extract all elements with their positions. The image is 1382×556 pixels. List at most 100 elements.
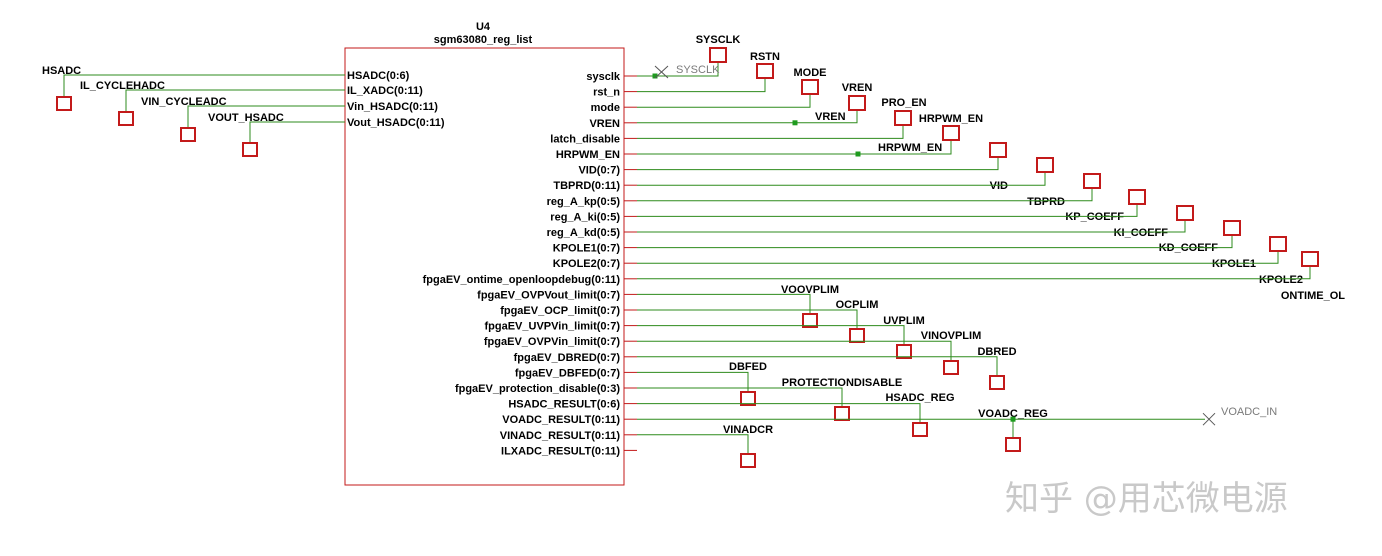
net-wire-dbred [637, 356, 998, 376]
pin-label-12: KPOLE2(0:7) [553, 258, 621, 270]
component-type: sgm63080_reg_list [434, 34, 533, 46]
pin-label-3: VREN [589, 118, 620, 130]
port-label-ocplim: OCPLIM [836, 299, 879, 311]
net-wire-voovplim [637, 293, 811, 314]
port-label-rstn: RSTN [750, 51, 780, 63]
left-wire-2 [187, 105, 345, 128]
port-label-hsadc_reg: HSADC_REG [885, 392, 954, 404]
port-label-protectiondisable: PROTECTIONDISABLE [782, 377, 902, 389]
component-ref: U4 [476, 21, 491, 33]
port-vinadcr [740, 453, 756, 468]
port-il_cyclehadc [118, 111, 134, 126]
net-wire-vid [637, 156, 999, 171]
port-hrpwm_en [942, 125, 960, 141]
junction-hrpwm [855, 151, 861, 157]
left-pin-label-3: Vout_HSADC(0:11) [347, 117, 445, 129]
port-kpole1 [1223, 220, 1241, 236]
port-label-il_cyclehadc: IL_CYCLEHADC [80, 80, 165, 92]
port-tbprd [1036, 157, 1054, 173]
port-voovplim [802, 313, 818, 328]
port-label-tbprd: TBPRD [1027, 196, 1065, 208]
port-vid [989, 142, 1007, 158]
pin-label-6: VID(0:7) [578, 165, 620, 177]
port-vin_cycleadc [180, 127, 196, 142]
junction-voadc [1010, 416, 1016, 422]
net-wire-kpole2 [637, 250, 1279, 264]
port-label-kpole2: KPOLE2 [1259, 274, 1303, 286]
wire-label-hrpwm: HRPWM_EN [878, 142, 942, 154]
port-label-ontime_ol: ONTIME_OL [1281, 290, 1345, 302]
port-ontime_ol [1301, 251, 1319, 267]
watermark: 知乎 @用芯微电源 [1005, 479, 1288, 519]
port-ki_coeff [1128, 189, 1146, 205]
port-label-pro-en: PRO_EN [881, 97, 926, 109]
net-wire-vren [637, 109, 858, 124]
port-hsadc_reg [912, 422, 928, 437]
pin-label-0: sysclk [586, 71, 621, 83]
net-wire-hrpwm_en [637, 139, 952, 155]
net-wire-kd_coeff [637, 219, 1186, 233]
port-label-vid: VID [990, 180, 1008, 192]
pin-label-22: VOADC_RESULT(0:11) [502, 414, 620, 426]
left-wire-0 [63, 74, 345, 97]
net-wire-pro-en [637, 125, 904, 139]
net-wire-uvplim [637, 325, 905, 345]
port-label-voovplim: VOOVPLIM [781, 284, 839, 296]
nc-voadc-b [1202, 412, 1216, 426]
port-label-sysclk: SYSCLK [696, 34, 741, 46]
pin-label-17: fpgaEV_OVPVin_limit(0:7) [484, 336, 620, 348]
pin-label-18: fpgaEV_DBRED(0:7) [514, 352, 621, 364]
port-label-vinadcr: VINADCR [723, 424, 773, 436]
port-label-ki_coeff: KI_COEFF [1114, 227, 1169, 239]
port-label-mode: MODE [794, 67, 827, 79]
port-kp_coeff [1083, 173, 1101, 189]
pin-label-9: reg_A_ki(0:5) [550, 211, 620, 223]
net-wire-protectiondisable [637, 387, 843, 407]
net-wire-ocplim [637, 309, 858, 329]
pin-label-20: fpgaEV_protection_disable(0:3) [455, 383, 620, 395]
net-wire-sysclk [637, 62, 719, 77]
port-dbfed [740, 391, 756, 406]
port-label-kp_coeff: KP_COEFF [1065, 211, 1124, 223]
nc-label-voadc: VOADC_IN [1221, 406, 1277, 418]
port-label-dbred: DBRED [977, 346, 1016, 358]
port-kd_coeff [1176, 205, 1194, 221]
junction-vren [792, 120, 798, 126]
port-dbred [989, 375, 1005, 390]
port-label-vren: VREN [842, 82, 873, 94]
pin-label-11: KPOLE1(0:7) [553, 243, 621, 255]
left-wire-1 [125, 89, 345, 112]
nc-label-sysclk: SYSCLK [676, 64, 720, 76]
pin-label-21: HSADC_RESULT(0:6) [508, 399, 620, 411]
net-wire-kp_coeff [637, 187, 1093, 202]
net-wire-dbfed [637, 371, 749, 392]
net-wire-vinadcr [637, 434, 749, 454]
pin-label-10: reg_A_kd(0:5) [547, 227, 621, 239]
pin-label-7: TBPRD(0:11) [553, 180, 620, 192]
port-voadc-reg [1005, 437, 1021, 452]
pin-label-2: mode [591, 102, 620, 114]
pin-label-5: HRPWM_EN [556, 149, 620, 161]
port-label-hsadc: HSADC [42, 65, 81, 77]
left-pin-label-2: Vin_HSADC(0:11) [347, 101, 438, 113]
left-wire-3 [249, 121, 345, 143]
port-hsadc [56, 96, 72, 111]
pin-label-16: fpgaEV_UVPVin_limit(0:7) [485, 321, 621, 333]
net-wire-kpole1 [637, 234, 1233, 249]
pin-label-24: ILXADC_RESULT(0:11) [501, 445, 620, 457]
port-uvplim [896, 344, 912, 359]
component-body [344, 47, 625, 486]
pin-label-19: fpgaEV_DBFED(0:7) [515, 367, 620, 379]
port-label-voadc-reg: VOADC_REG [978, 408, 1048, 420]
port-sysclk [709, 47, 727, 63]
port-vren [848, 95, 866, 111]
pin-label-14: fpgaEV_OVPVout_limit(0:7) [477, 289, 620, 301]
net-wire-vinovplim [637, 340, 952, 361]
port-label-vout_hsadc: VOUT_HSADC [208, 112, 284, 124]
pin-label-15: fpgaEV_OCP_limit(0:7) [500, 305, 620, 317]
net-wire-tbprd [637, 171, 1046, 186]
port-kpole2 [1269, 236, 1287, 252]
port-vinovplim [943, 360, 959, 375]
port-ocplim [849, 328, 865, 343]
port-label-hrpwm_en: HRPWM_EN [919, 113, 983, 125]
